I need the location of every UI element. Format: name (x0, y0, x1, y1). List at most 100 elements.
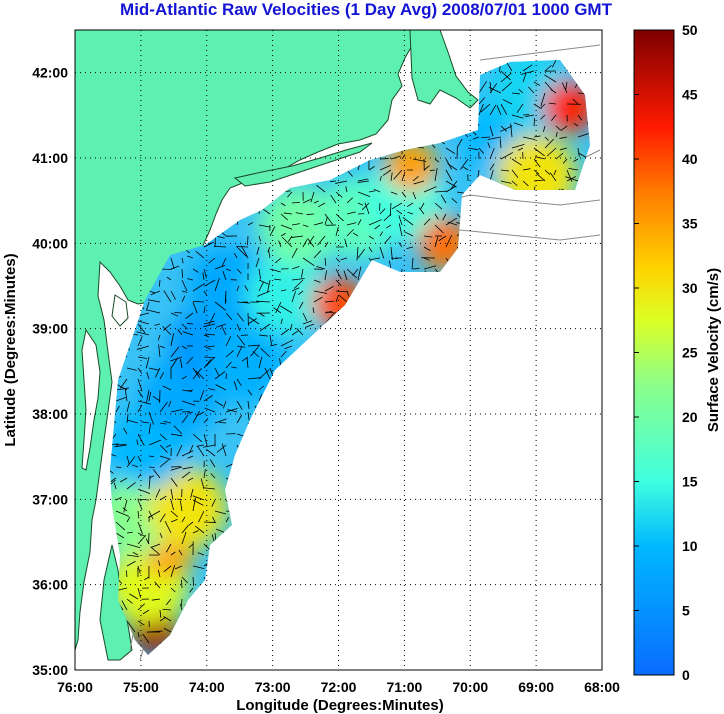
velocity-arrow (126, 531, 133, 534)
velocity-arrow (258, 235, 262, 242)
velocity-arrow (236, 414, 243, 424)
velocity-arrow (215, 384, 227, 391)
velocity-arrow (487, 142, 491, 149)
velocity-arrow (221, 443, 227, 457)
velocity-arrow (145, 538, 150, 545)
velocity-arrow (159, 495, 167, 501)
colorbar-tick-label: 0 (682, 667, 690, 683)
velocity-arrow (252, 351, 260, 358)
velocity-arrow (170, 333, 175, 347)
velocity-arrow (193, 301, 205, 303)
velocity-arrow (124, 389, 128, 402)
velocity-arrow (221, 232, 227, 237)
velocity-arrow (152, 395, 161, 402)
velocity-arrow (313, 290, 328, 294)
velocity-arrow (204, 407, 216, 413)
velocity-arrow (250, 345, 260, 357)
velocity-region-10 (245, 254, 326, 335)
velocity-arrow (170, 477, 178, 487)
velocity-arrow (489, 163, 495, 171)
velocity-region-8 (206, 322, 287, 403)
velocity-arrow (257, 290, 271, 297)
velocity-arrow (137, 488, 151, 495)
velocity-arrow (221, 257, 227, 267)
velocity-arrow (368, 190, 376, 193)
velocity-arrow (379, 202, 381, 211)
velocity-arrow (159, 455, 172, 460)
velocity-arrow (197, 552, 205, 556)
velocity-arrow (280, 318, 283, 325)
velocity-arrow (577, 147, 580, 157)
velocity-arrow (379, 231, 384, 237)
velocity-arrow (119, 477, 128, 483)
velocity-arrow (219, 421, 227, 424)
velocity-arrow (317, 202, 326, 208)
colorbar-tick-label: 20 (682, 409, 698, 425)
velocity-arrow (280, 213, 288, 221)
velocity-arrow (126, 401, 131, 413)
chesapeake-bay (81, 328, 101, 471)
velocity-arrow (148, 367, 159, 371)
velocity-arrow (203, 487, 216, 490)
velocity-arrow (513, 122, 524, 127)
velocity-arrow (577, 132, 590, 138)
velocity-arrow (291, 330, 299, 336)
velocity-arrow (137, 356, 148, 359)
velocity-arrow (291, 235, 304, 238)
velocity-arrow (487, 136, 502, 140)
y-tick-label: 42:00 (32, 65, 68, 81)
velocity-arrow (280, 202, 286, 207)
velocity-arrow (136, 345, 150, 350)
velocity-arrow (258, 334, 268, 337)
velocity-arrow (287, 191, 293, 198)
velocity-arrow (352, 268, 359, 276)
velocity-arrow (158, 560, 161, 567)
velocity-arrow (114, 444, 128, 448)
velocity-arrow (187, 411, 194, 414)
velocity-arrow (137, 534, 147, 545)
velocity-arrow (137, 499, 143, 510)
velocity-arrow (346, 229, 354, 237)
velocity-arrow (280, 328, 290, 336)
velocity-arrow (406, 246, 414, 250)
velocity-arrow (313, 222, 324, 226)
velocity-arrow (192, 497, 196, 512)
velocity-arrow (383, 213, 392, 222)
velocity-arrow (511, 92, 520, 95)
velocity-arrow (522, 168, 531, 171)
velocity-arrow (170, 312, 179, 317)
velocity-arrow (225, 336, 232, 347)
velocity-arrow (136, 439, 139, 446)
velocity-arrow (346, 211, 356, 215)
velocity-arrow (312, 307, 315, 314)
velocity-arrow (278, 240, 282, 248)
velocity-arrow (170, 357, 179, 369)
velocity-arrow (137, 455, 142, 462)
velocity-arrow (126, 482, 136, 490)
velocity-arrow (142, 633, 150, 644)
velocity-arrow (440, 194, 447, 204)
colorbar-tick-label: 15 (682, 474, 698, 490)
velocity-arrow (335, 279, 342, 286)
colorbar-tick-label: 35 (682, 216, 698, 232)
y-axis-label: Latitude (Degrees:Minutes) (2, 253, 19, 446)
velocity-arrow (533, 147, 545, 157)
velocity-arrow (146, 301, 150, 311)
velocity-arrow (546, 147, 557, 157)
velocity-arrow (368, 246, 373, 253)
velocity-arrow (302, 199, 311, 204)
velocity-arrow (110, 466, 114, 474)
velocity-arrow (357, 180, 370, 183)
velocity-arrow (544, 64, 552, 72)
velocity-arrow (396, 209, 403, 215)
y-tick-label: 35:00 (32, 662, 68, 678)
velocity-arrow (143, 576, 150, 581)
velocity-arrow (170, 565, 176, 578)
velocity-arrow (179, 500, 183, 512)
velocity-arrow (346, 290, 350, 297)
velocity-arrow (540, 92, 546, 107)
velocity-arrow (379, 164, 392, 171)
velocity-arrow (170, 587, 176, 593)
velocity-arrow (213, 245, 227, 248)
velocity-arrow (162, 385, 172, 391)
